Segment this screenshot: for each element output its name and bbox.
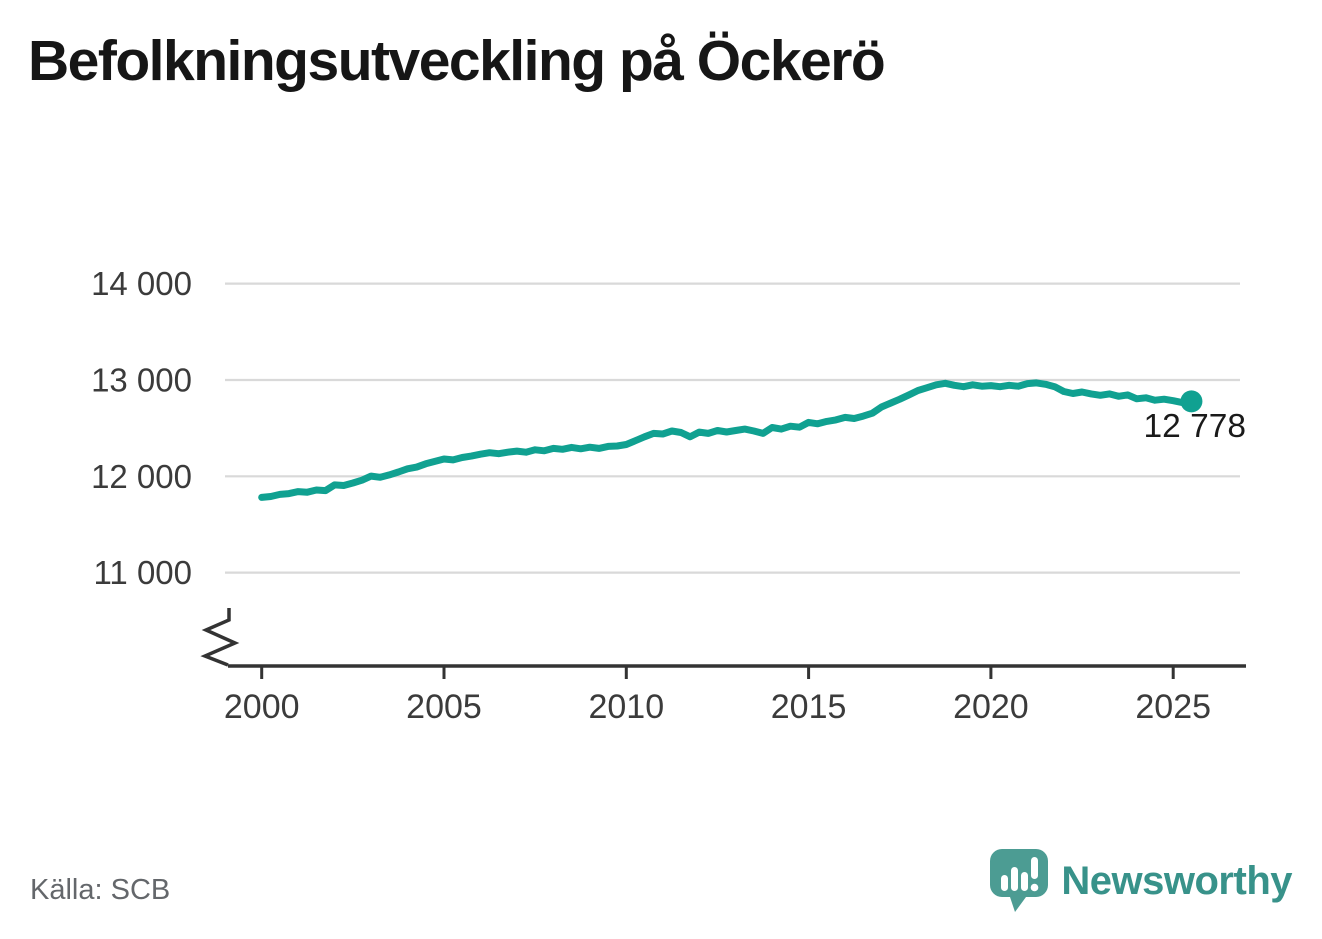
axis-break-zigzag: [200, 608, 240, 667]
x-tick-label: 2015: [771, 688, 847, 726]
x-tick-label: 2000: [224, 688, 300, 726]
x-tick-label: 2005: [406, 688, 482, 726]
x-tick-label: 2020: [953, 688, 1029, 726]
y-axis-labels: 14 000 13 000 12 000 11 000: [91, 265, 192, 591]
page-title: Befolkningsutveckling på Öckerö: [28, 29, 886, 93]
newsworthy-logo-text: Newsworthy: [1061, 858, 1292, 903]
source-note: Källa: SCB: [30, 874, 171, 906]
x-axis: 2000 2005 2010 2015 2020 2025: [224, 664, 1246, 726]
y-tick-label: 12 000: [91, 458, 192, 495]
newsworthy-logo: Newsworthy: [990, 849, 1292, 913]
x-tick-label: 2010: [588, 688, 664, 726]
x-tick-label: 2025: [1135, 688, 1211, 726]
newsworthy-bubble-chart-icon: [990, 849, 1049, 912]
y-tick-label: 14 000: [91, 265, 192, 302]
last-value-dot: [1180, 390, 1203, 413]
last-value-label: 12 778: [1144, 408, 1246, 445]
y-tick-label: 13 000: [91, 361, 192, 398]
y-axis-break-icon: [200, 608, 240, 667]
population-line: [258, 379, 1195, 501]
population-series-line: [258, 379, 1203, 501]
last-value-text: 12 778: [1144, 408, 1246, 445]
y-tick-label: 11 000: [94, 554, 192, 591]
